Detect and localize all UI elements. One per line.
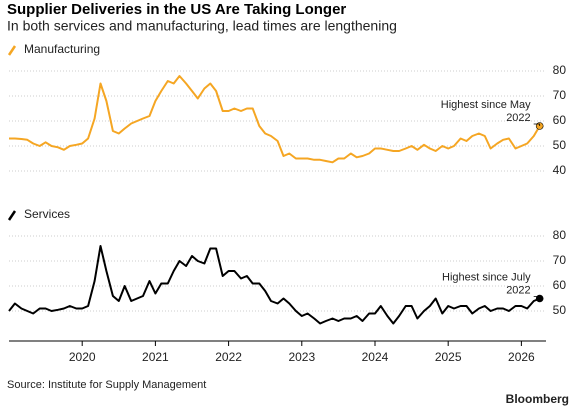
legend-swatch xyxy=(7,45,17,56)
y-tick-label: 80 xyxy=(553,228,567,242)
y-tick-label: 70 xyxy=(553,88,567,102)
annotation-leader xyxy=(533,123,541,126)
annotation: 2022 xyxy=(506,284,530,296)
legend-label: Services xyxy=(24,207,70,221)
annotation: 2022 xyxy=(506,112,530,124)
x-tick-label: 2024 xyxy=(362,350,389,364)
y-tick-label: 50 xyxy=(553,303,567,317)
x-tick-label: 2025 xyxy=(435,350,462,364)
x-tick-label: 2020 xyxy=(69,350,96,364)
y-tick-label: 80 xyxy=(553,63,567,77)
line xyxy=(8,245,541,325)
x-tick-label: 2026 xyxy=(508,350,535,364)
chart-title: Supplier Deliveries in the US Are Taking… xyxy=(7,1,346,18)
chart-subtitle: In both services and manufacturing, lead… xyxy=(7,18,397,34)
annotation: Highest since July xyxy=(442,271,531,283)
y-tick-label: 60 xyxy=(553,278,567,292)
source: Source: Institute for Supply Management xyxy=(7,379,206,391)
x-tick-label: 2021 xyxy=(142,350,169,364)
line xyxy=(9,75,541,164)
y-tick-label: 70 xyxy=(553,253,567,267)
y-tick-label: 60 xyxy=(553,113,567,127)
brand: Bloomberg xyxy=(506,392,569,406)
y-tick-label: 50 xyxy=(553,138,567,152)
y-tick-label: 40 xyxy=(553,163,567,177)
annotation: Highest since May xyxy=(441,99,531,111)
x-tick-label: 2022 xyxy=(215,350,242,364)
legend-swatch xyxy=(7,210,17,221)
legend-label: Manufacturing xyxy=(24,42,100,56)
annotation-leader xyxy=(533,296,541,299)
x-tick-label: 2023 xyxy=(288,350,315,364)
